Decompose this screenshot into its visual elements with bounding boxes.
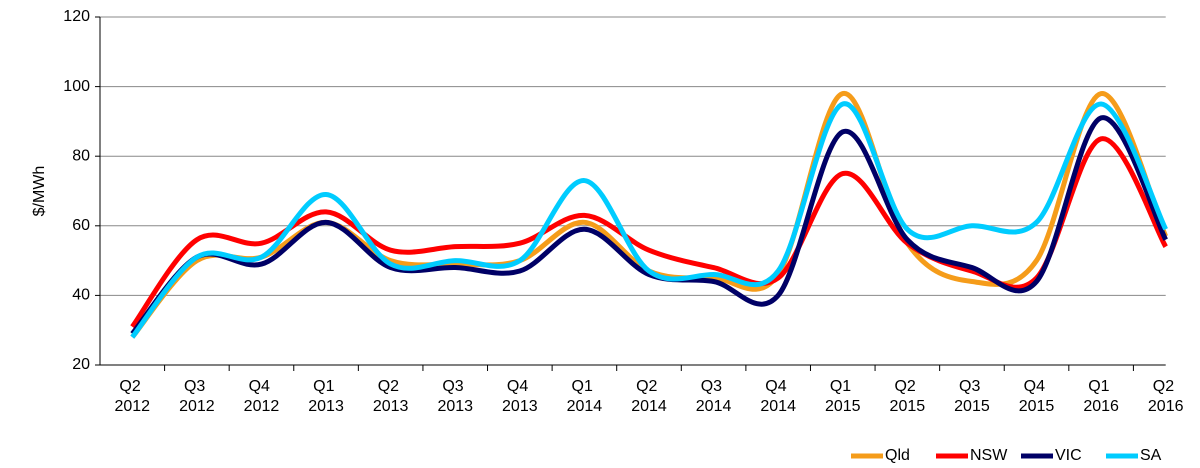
legend-label: NSW [970, 447, 1008, 464]
x-tick-label: Q1 2014 [567, 378, 603, 415]
y-tick-label: 120 [63, 8, 90, 25]
x-tick-label: Q4 2013 [502, 378, 538, 415]
x-tick-label: Q4 2012 [244, 378, 280, 415]
x-tick-label: Q3 2012 [179, 378, 215, 415]
y-tick-label: 40 [72, 287, 90, 304]
y-tick-label: 80 [72, 147, 90, 164]
legend-label: VIC [1055, 447, 1082, 464]
legend-label: Qld [885, 447, 910, 464]
x-tick-label: Q4 2015 [1019, 378, 1055, 415]
y-tick-label: 60 [72, 217, 90, 234]
x-tick-label: Q2 2015 [890, 378, 926, 415]
x-tick-label: Q3 2015 [954, 378, 990, 415]
series-line [130, 101, 1168, 339]
x-tick-label: Q1 2015 [825, 378, 861, 415]
x-tick-label: Q3 2014 [696, 378, 732, 415]
x-tick-label: Q1 2013 [308, 378, 344, 415]
legend-label: SA [1140, 447, 1162, 464]
y-axis-label: $/MWh [31, 166, 48, 217]
x-tick-label: Q2 2012 [114, 378, 150, 415]
y-tick-label: 100 [63, 78, 90, 95]
x-tick-label: Q1 2016 [1083, 378, 1119, 415]
x-tick-label: Q4 2014 [760, 378, 796, 415]
x-tick-label: Q2 2013 [373, 378, 409, 415]
series-line [130, 136, 1168, 329]
x-tick-label: Q3 2013 [437, 378, 473, 415]
x-tick-label: Q2 2016 [1148, 378, 1184, 415]
y-tick-label: 20 [72, 356, 90, 373]
x-tick-label: Q2 2014 [631, 378, 667, 415]
series-line [130, 91, 1168, 339]
series-line [130, 115, 1168, 336]
